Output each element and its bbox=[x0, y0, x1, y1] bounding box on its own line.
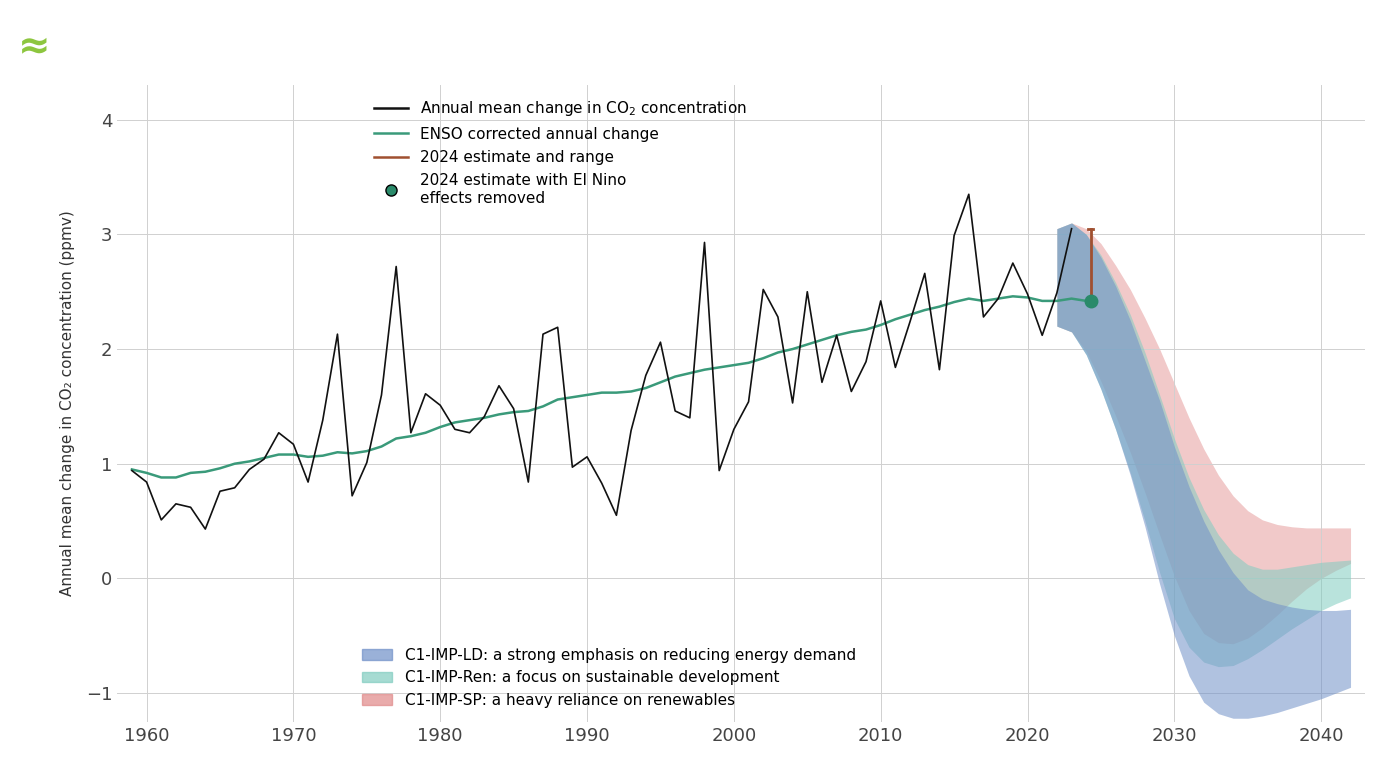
Text: Annual mean change in CO$_2$ concentration: Annual mean change in CO$_2$ concentrati… bbox=[228, 29, 849, 62]
Text: Met Office: Met Office bbox=[66, 36, 188, 56]
Y-axis label: Annual mean change in CO₂ concentration (ppmv): Annual mean change in CO₂ concentration … bbox=[59, 210, 74, 597]
Text: ≈: ≈ bbox=[18, 27, 51, 64]
Legend: C1-IMP-LD: a strong emphasis on reducing energy demand, C1-IMP-Ren: a focus on s: C1-IMP-LD: a strong emphasis on reducing… bbox=[356, 642, 862, 714]
